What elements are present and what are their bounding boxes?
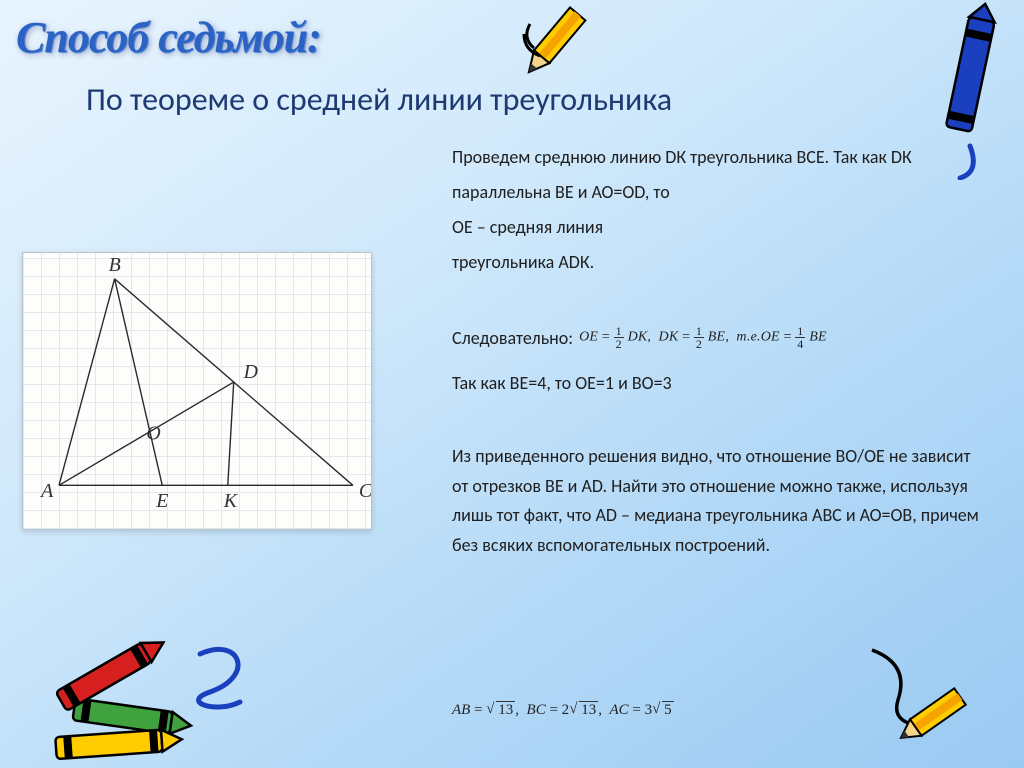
conclusion-line: Так как ВЕ=4, то ОЕ=1 и ВО=3 bbox=[452, 372, 672, 394]
follow-label: Следовательно: bbox=[452, 327, 573, 349]
crayons-decor-bottomleft bbox=[40, 606, 270, 766]
svg-text:A: A bbox=[39, 480, 54, 502]
svg-text:C: C bbox=[359, 480, 371, 502]
svg-text:D: D bbox=[243, 361, 259, 383]
slide-title: Способ седьмой: bbox=[16, 12, 321, 63]
pencil-decor-bottomright bbox=[860, 640, 970, 760]
svg-text:B: B bbox=[109, 254, 121, 276]
paragraph-1: Проведем среднюю линию DК треугольника В… bbox=[452, 140, 962, 280]
paragraph-2: Из приведенного решения видно, что отнош… bbox=[452, 442, 987, 561]
formula-oe: OE = 12 DK, DK = 12 BE, т.е.OE = 14 BE bbox=[579, 325, 827, 350]
triangle-diagram: A B C E K D O bbox=[22, 252, 372, 530]
svg-text:O: O bbox=[146, 423, 160, 445]
bottom-formula: AB = 13, BC = 213, AC = 35 bbox=[452, 702, 674, 719]
svg-text:E: E bbox=[155, 490, 168, 512]
svg-text:K: K bbox=[223, 490, 239, 512]
slide-subtitle: По теореме о средней линии треугольника bbox=[86, 80, 672, 119]
follow-line: Следовательно: OE = 12 DK, DK = 12 BE, т… bbox=[452, 325, 827, 350]
